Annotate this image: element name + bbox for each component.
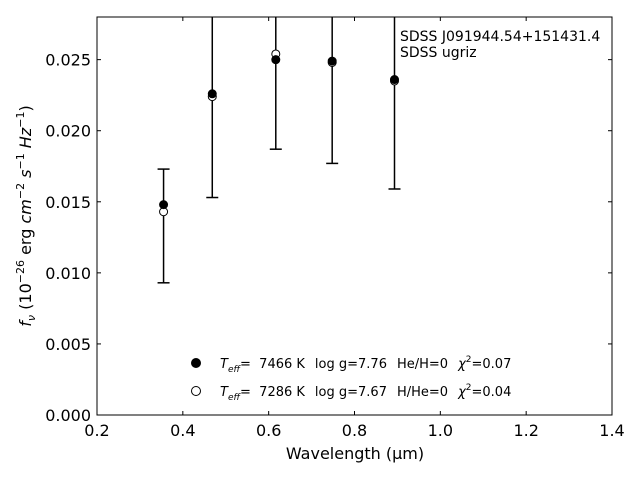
data-point-filled (207, 89, 217, 99)
data-points (159, 49, 399, 217)
legend-marker-open (191, 386, 201, 396)
plot-frame (96, 16, 613, 416)
x-tick-label: 1.0 (428, 421, 453, 440)
y-tick-label: 0.015 (45, 193, 91, 212)
annotation-survey: SDSS ugriz (400, 45, 477, 61)
axis-ticks: 0.2 0.4 0.6 0.8 1.0 1.2 1.4 0.000 0.005 0.010 0.01… (45, 17, 625, 440)
x-tick-label: 0.4 (170, 421, 195, 440)
x-tick-label: 0.6 (256, 421, 281, 440)
x-tick-label: 0.2 (84, 421, 109, 440)
legend-marker-filled (191, 358, 201, 368)
x-tick-label: 1.4 (599, 421, 624, 440)
data-point-filled (327, 56, 337, 66)
y-tick-label: 0.005 (45, 335, 91, 354)
x-tick-label: 1.2 (513, 421, 538, 440)
annotation-object-name: SDSS J091944.54+151431.4 (400, 29, 600, 45)
y-tick-label: 0.010 (45, 264, 91, 283)
y-axis-label: fν (10−26 erg cm−2 s−1 Hz−1) (14, 105, 38, 326)
data-point-filled (271, 55, 281, 65)
x-axis-label: Wavelength (μm) (286, 444, 424, 463)
y-tick-label: 0.020 (45, 122, 91, 141)
error-bars (157, 17, 401, 284)
y-tick-label: 0.000 (45, 406, 91, 425)
x-tick-label: 0.8 (342, 421, 367, 440)
data-point-filled (159, 200, 169, 210)
y-tick-label: 0.025 (45, 51, 91, 70)
data-point-filled (389, 75, 399, 85)
